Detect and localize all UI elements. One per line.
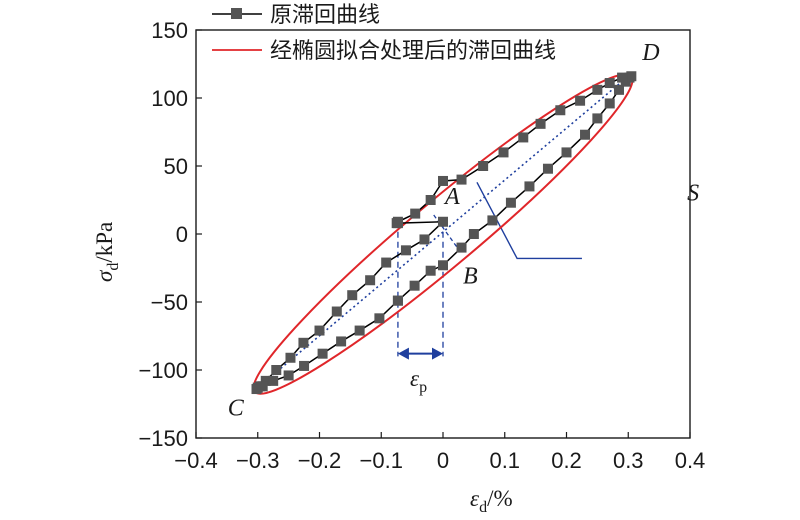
- y-tick-label: 100: [151, 86, 188, 111]
- y-axis-label-sub: d: [105, 263, 122, 271]
- diagonal-dotted-line: [257, 75, 629, 389]
- original-curve-marker: [535, 118, 546, 129]
- x-tick-label: 0.4: [675, 448, 706, 473]
- original-curve-marker: [251, 384, 262, 395]
- original-curve-marker: [438, 216, 448, 227]
- original-curve-marker: [392, 295, 403, 306]
- original-curve-marker: [400, 245, 411, 256]
- original-curve-marker: [478, 161, 489, 171]
- original-curve-marker: [285, 352, 296, 363]
- original-curve-marker: [409, 280, 420, 291]
- original-curve-marker: [542, 163, 553, 174]
- original-curve-marker: [271, 365, 282, 375]
- legend-marker-square: [231, 8, 242, 19]
- plastic-strain-symbol: ε: [410, 366, 420, 391]
- original-curve-marker: [410, 208, 421, 219]
- original-curve-marker: [592, 84, 603, 95]
- original-curve-layer: [251, 71, 637, 395]
- y-tick-label: 0: [176, 222, 188, 247]
- legend-label-original: 原滞回曲线: [270, 3, 380, 28]
- original-curve-marker: [456, 242, 467, 253]
- original-curve-marker: [374, 313, 385, 324]
- original-curve-marker: [425, 265, 436, 276]
- x-axis-label-symbol: ε: [470, 486, 480, 511]
- axis-ticks: −0.4 −0.3 −0.2 −0.1 0 0.1 0.2 0.3 0.4 −150 −100 −50…: [138, 18, 705, 473]
- original-curve-marker: [347, 290, 358, 301]
- original-curve-marker: [487, 215, 498, 226]
- y-tick-label: 50: [164, 154, 188, 179]
- original-curve-marker: [365, 275, 376, 286]
- original-curve-marker: [419, 234, 430, 245]
- original-curve-marker: [354, 325, 365, 336]
- y-tick-label: −150: [138, 426, 188, 451]
- original-curve-marker: [336, 336, 347, 347]
- original-curve-marker: [425, 195, 436, 205]
- original-curve-marker: [505, 197, 516, 208]
- original-curve-marker: [298, 337, 309, 348]
- original-curve-marker: [498, 147, 509, 158]
- original-curve-marker: [604, 98, 615, 109]
- x-tick-label: 0.2: [551, 448, 582, 473]
- original-curve-marker: [626, 71, 637, 82]
- original-curve-marker: [260, 375, 271, 386]
- original-curve-marker: [468, 229, 479, 239]
- original-curve-marker: [314, 325, 325, 336]
- x-axis-label-unit: /%: [487, 486, 513, 511]
- svg-text:εd/%: εd/%: [470, 486, 513, 516]
- original-curve-marker: [331, 306, 342, 317]
- original-curve-marker: [518, 132, 529, 143]
- original-curve-marker: [617, 72, 628, 83]
- original-curve-marker: [555, 105, 566, 116]
- original-curve-marker: [381, 257, 392, 268]
- x-tick-label: 0.1: [489, 448, 520, 473]
- original-curve-marker: [268, 375, 279, 386]
- original-curve-marker: [613, 84, 624, 95]
- original-curve-marker: [561, 147, 572, 158]
- y-tick-label: 150: [151, 18, 188, 43]
- plastic-strain-sub: p: [419, 379, 427, 396]
- legend-label-ellipse: 经椭圆拟合处理后的滞回曲线: [270, 39, 556, 64]
- x-tick-label: −0.3: [236, 448, 279, 473]
- x-tick-label: 0.3: [613, 448, 644, 473]
- x-tick-label: −0.2: [298, 448, 341, 473]
- guide-lines: [257, 75, 629, 389]
- y-axis-label: σd/kPa: [92, 222, 122, 282]
- strain-arrow-right-head: [432, 347, 443, 360]
- original-curve-marker: [580, 129, 591, 140]
- original-curve-marker: [317, 348, 328, 359]
- original-curve-marker: [438, 260, 448, 271]
- y-tick-label: −100: [138, 358, 188, 383]
- x-tick-label: −0.1: [360, 448, 403, 473]
- x-axis-label-sub: d: [479, 499, 487, 516]
- point-label-b: B: [463, 263, 478, 289]
- original-curve-marker: [299, 360, 310, 371]
- original-curve-marker: [283, 370, 294, 381]
- original-curve-marker: [438, 175, 448, 186]
- original-curve-marker: [257, 381, 268, 392]
- original-curve-marker: [592, 113, 603, 124]
- original-curve-marker: [575, 95, 586, 106]
- y-tick-label: −50: [151, 290, 188, 315]
- x-tick-label: 0: [437, 448, 449, 473]
- svg-text:σd/kPa: σd/kPa: [92, 222, 122, 282]
- original-curve-marker: [524, 181, 535, 192]
- x-axis-label: εd/%: [470, 486, 513, 516]
- original-curve-marker: [456, 174, 467, 185]
- x-tick-label: −0.4: [174, 448, 217, 473]
- plastic-strain-label: εp: [410, 366, 427, 396]
- annotation-layer: A B C D S: [228, 40, 699, 421]
- y-axis-label-symbol: σ: [92, 269, 117, 282]
- point-label-d: D: [641, 40, 659, 66]
- strain-arrow-left-head: [397, 347, 409, 360]
- point-label-s: S: [687, 180, 699, 206]
- legend: 原滞回曲线 经椭圆拟合处理后的滞回曲线: [212, 3, 556, 64]
- s-leader-line: [476, 181, 582, 260]
- original-curve-marker: [604, 78, 615, 89]
- point-label-c: C: [228, 396, 245, 422]
- point-label-a: A: [443, 184, 460, 210]
- y-axis-label-unit: /kPa: [92, 222, 117, 263]
- original-curve-marker: [392, 218, 403, 229]
